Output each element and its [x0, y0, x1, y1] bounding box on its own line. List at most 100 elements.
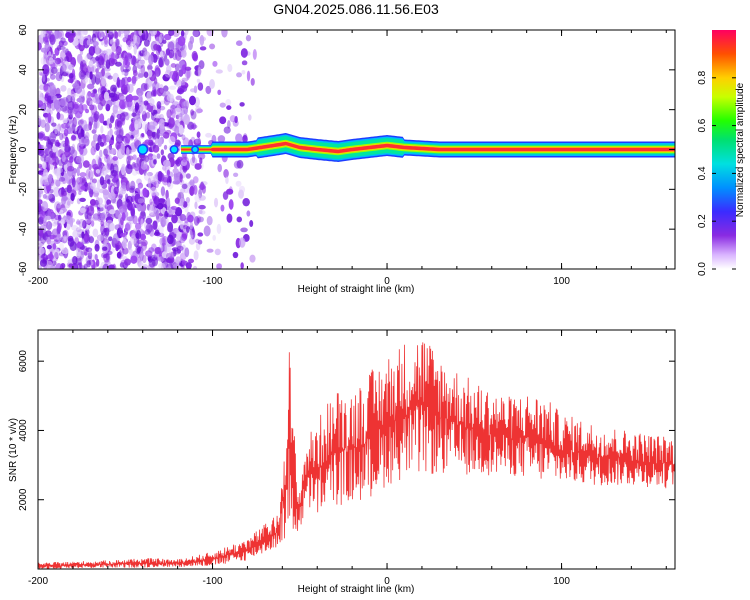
snr-plot-area: [38, 342, 675, 569]
noise-mark: [102, 120, 108, 126]
noise-mark: [133, 45, 137, 55]
noise-mark: [132, 154, 137, 161]
noise-mark: [122, 242, 127, 249]
noise-mark: [82, 219, 87, 229]
noise-mark: [38, 71, 43, 76]
noise-mark: [109, 39, 115, 45]
noise-mark: [160, 216, 167, 227]
noise-mark: [61, 186, 65, 196]
noise-mark: [192, 30, 199, 38]
noise-mark: [162, 235, 168, 245]
noise-mark: [119, 112, 126, 122]
noise-mark: [164, 58, 170, 66]
noise-mark: [84, 131, 90, 140]
noise-mark: [226, 105, 232, 110]
noise-mark: [116, 177, 120, 189]
noise-mark: [98, 188, 105, 194]
noise-mark: [144, 250, 153, 257]
noise-mark: [193, 184, 198, 195]
y-tick-label: 2000: [18, 488, 29, 511]
noise-mark: [179, 60, 183, 66]
noise-mark: [140, 82, 148, 92]
noise-mark: [191, 122, 197, 130]
noise-mark: [104, 35, 108, 45]
noise-mark: [55, 150, 60, 158]
noise-mark: [67, 108, 73, 120]
noise-mark: [42, 221, 50, 226]
noise-mark: [172, 30, 180, 38]
noise-mark: [134, 104, 139, 113]
noise-mark: [109, 174, 117, 179]
noise-mark: [235, 40, 243, 46]
noise-mark: [38, 132, 44, 139]
noise-mark: [191, 50, 198, 61]
noise-mark: [134, 193, 141, 204]
noise-mark: [119, 203, 127, 215]
noise-mark: [140, 241, 147, 251]
noise-mark: [80, 118, 84, 125]
noise-mark: [197, 239, 203, 245]
noise-mark: [50, 66, 58, 75]
noise-mark: [67, 87, 72, 96]
noise-mark: [138, 59, 146, 66]
noise-mark: [42, 73, 46, 82]
noise-mark: [91, 259, 96, 269]
noise-mark: [85, 108, 90, 114]
noise-mark: [60, 140, 65, 152]
noise-mark: [49, 73, 56, 80]
noise-mark: [110, 163, 115, 175]
noise-mark: [38, 205, 44, 212]
noise-mark: [168, 30, 175, 36]
noise-mark: [83, 30, 88, 36]
noise-mark: [133, 69, 138, 77]
noise-mark: [132, 215, 138, 225]
noise-mark: [75, 247, 81, 259]
noise-mark: [125, 163, 133, 175]
noise-mark: [179, 197, 185, 207]
noise-mark: [53, 251, 59, 262]
noise-mark: [90, 92, 95, 98]
noise-mark: [246, 70, 251, 82]
noise-mark: [99, 142, 105, 147]
noise-mark: [97, 206, 105, 212]
noise-mark: [181, 101, 187, 109]
noise-mark: [157, 172, 165, 182]
noise-mark: [192, 265, 198, 269]
noise-mark: [198, 188, 203, 199]
noise-mark: [53, 99, 61, 110]
noise-mark: [162, 39, 167, 44]
noise-mark: [90, 220, 95, 227]
noise-mark: [181, 183, 188, 190]
noise-mark: [190, 124, 198, 129]
noise-mark: [44, 102, 52, 108]
noise-mark: [47, 209, 54, 218]
noise-mark: [63, 235, 67, 242]
noise-mark: [144, 139, 152, 145]
noise-mark: [137, 198, 144, 204]
noise-mark: [59, 132, 64, 141]
noise-mark: [219, 116, 227, 125]
noise-mark: [69, 73, 74, 79]
noise-mark: [152, 142, 156, 149]
noise-mark: [180, 159, 188, 167]
noise-mark: [43, 168, 49, 180]
noise-mark: [114, 31, 119, 39]
noise-mark: [91, 33, 97, 43]
colorbar-label: Normalized spectral amplitude: [735, 82, 746, 217]
noise-mark: [97, 234, 104, 242]
noise-mark: [170, 205, 178, 210]
noise-mark: [108, 209, 116, 215]
noise-mark: [106, 178, 111, 185]
y-tick-label: 40: [18, 64, 29, 76]
noise-mark: [175, 256, 182, 264]
noise-mark: [52, 146, 57, 153]
noise-mark: [46, 104, 51, 113]
noise-mark: [72, 255, 78, 265]
noise-mark: [163, 144, 168, 150]
noise-mark: [157, 138, 162, 147]
noise-mark: [75, 227, 82, 233]
noise-mark: [87, 83, 95, 90]
noise-mark: [91, 178, 97, 184]
noise-mark: [139, 233, 147, 241]
